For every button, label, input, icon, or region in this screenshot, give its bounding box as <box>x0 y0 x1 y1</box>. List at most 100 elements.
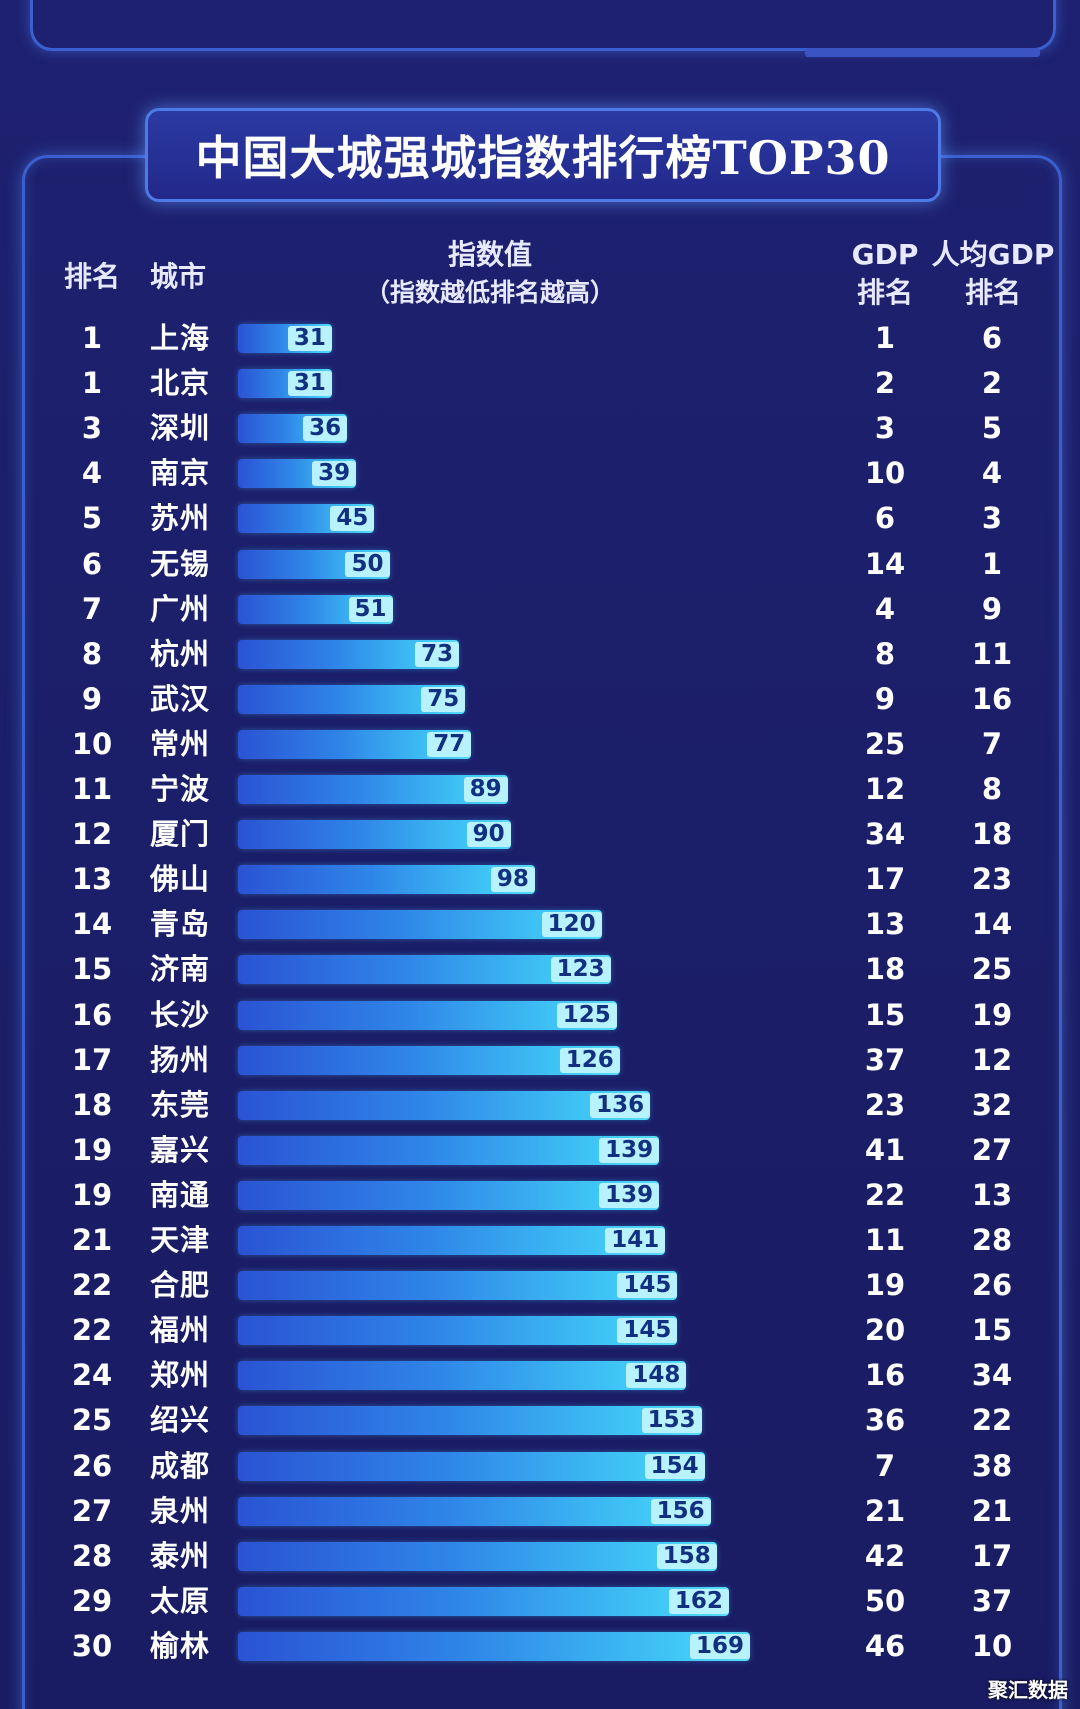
table-row: 29 太原 162 50 37 <box>0 1579 1080 1624</box>
index-bar: 120 <box>238 910 602 940</box>
table-row: 27 泉州 156 21 21 <box>0 1489 1080 1534</box>
per-capita-gdp-rank-cell: 6 <box>981 321 1003 355</box>
index-value-label: 169 <box>690 1633 751 1659</box>
index-bar: 98 <box>238 865 535 895</box>
index-bar: 89 <box>238 775 508 804</box>
index-bar: 148 <box>238 1361 687 1391</box>
title-banner: 中国大城强城指数排行榜TOP30 <box>145 108 941 202</box>
index-bar: 145 <box>238 1271 678 1301</box>
index-value-label: 139 <box>599 1137 660 1163</box>
index-value-label: 120 <box>541 912 602 938</box>
index-value-label: 36 <box>303 416 348 442</box>
rank-cell: 29 <box>71 1583 113 1618</box>
index-value-label: 123 <box>550 957 611 983</box>
index-value-label: 77 <box>427 731 472 757</box>
table-row: 5 苏州 45 6 3 <box>0 496 1080 541</box>
header-rank: 排名 <box>63 260 120 293</box>
per-capita-gdp-rank-cell: 13 <box>971 1177 1013 1212</box>
header-index-note: （指数越低排名越高） <box>364 278 615 307</box>
index-value-label: 89 <box>463 777 508 802</box>
index-value-label: 156 <box>650 1498 711 1524</box>
top-decorative-panel <box>30 0 1056 51</box>
per-capita-gdp-rank-cell: 23 <box>971 862 1013 897</box>
per-capita-gdp-rank-cell: 11 <box>971 636 1013 671</box>
city-cell: 广州 <box>150 591 211 626</box>
table-row: 11 宁波 89 12 8 <box>0 767 1080 812</box>
gdp-rank-cell: 46 <box>864 1628 906 1663</box>
gdp-rank-cell: 7 <box>874 1448 896 1483</box>
index-bar: 75 <box>238 684 466 714</box>
table-row: 8 杭州 73 8 11 <box>0 632 1080 677</box>
city-cell: 宁波 <box>150 772 211 806</box>
index-value-label: 31 <box>287 371 332 397</box>
per-capita-gdp-rank-cell: 1 <box>981 546 1003 581</box>
per-capita-gdp-rank-cell: 2 <box>981 366 1003 401</box>
table-row: 19 南通 139 22 13 <box>0 1173 1080 1218</box>
gdp-rank-cell: 4 <box>874 591 896 626</box>
index-bar: 136 <box>238 1090 651 1120</box>
table-row: 14 青岛 120 13 14 <box>0 902 1080 947</box>
city-cell: 武汉 <box>150 681 211 716</box>
gdp-rank-cell: 1 <box>874 321 896 355</box>
gdp-rank-cell: 25 <box>864 726 906 761</box>
rank-cell: 1 <box>81 366 103 401</box>
city-cell: 南京 <box>150 456 211 491</box>
table-row: 28 泰州 158 42 17 <box>0 1534 1080 1579</box>
index-value-label: 158 <box>656 1543 717 1569</box>
per-capita-gdp-rank-cell: 9 <box>981 591 1003 626</box>
gdp-rank-cell: 50 <box>864 1583 906 1618</box>
gdp-rank-cell: 9 <box>874 681 896 716</box>
index-value-label: 125 <box>556 1002 617 1028</box>
gdp-rank-cell: 17 <box>864 862 906 897</box>
index-bar: 39 <box>238 459 357 489</box>
per-capita-gdp-rank-cell: 12 <box>971 1042 1013 1077</box>
rank-cell: 30 <box>71 1628 113 1663</box>
rank-cell: 15 <box>71 952 113 987</box>
index-value-label: 154 <box>644 1453 705 1479</box>
index-value-label: 73 <box>415 641 460 667</box>
index-value-label: 153 <box>641 1408 702 1434</box>
gdp-rank-cell: 36 <box>864 1403 906 1438</box>
rank-cell: 17 <box>71 1042 113 1077</box>
index-bar: 126 <box>238 1045 620 1075</box>
index-bar: 145 <box>238 1316 678 1346</box>
per-capita-gdp-rank-cell: 18 <box>971 817 1013 852</box>
gdp-rank-cell: 37 <box>864 1042 906 1077</box>
index-bar: 162 <box>238 1586 729 1616</box>
table-row: 26 成都 154 7 38 <box>0 1444 1080 1489</box>
header-gdp: GDP <box>851 238 919 271</box>
per-capita-gdp-rank-cell: 21 <box>971 1493 1013 1528</box>
header-per-capita-gdp-rank: 排名 <box>964 276 1021 309</box>
watermark: 聚汇数据 <box>988 1678 1068 1702</box>
index-value-label: 90 <box>466 822 511 848</box>
per-capita-gdp-rank-cell: 5 <box>981 411 1003 446</box>
table-row: 1 北京 31 2 2 <box>0 361 1080 406</box>
index-value-label: 136 <box>590 1092 651 1118</box>
gdp-rank-cell: 23 <box>864 1087 906 1122</box>
city-cell: 苏州 <box>150 501 211 536</box>
rank-cell: 9 <box>81 681 103 716</box>
table-row: 1 上海 31 1 6 <box>0 316 1080 361</box>
city-cell: 南通 <box>150 1177 211 1212</box>
table-row: 4 南京 39 10 4 <box>0 451 1080 496</box>
table-row: 22 合肥 145 19 26 <box>0 1263 1080 1308</box>
per-capita-gdp-rank-cell: 8 <box>981 772 1003 806</box>
rank-cell: 6 <box>81 546 103 581</box>
gdp-rank-cell: 16 <box>864 1358 906 1393</box>
index-value-label: 39 <box>312 461 357 487</box>
rank-cell: 24 <box>71 1358 113 1393</box>
rank-cell: 28 <box>71 1538 113 1573</box>
per-capita-gdp-rank-cell: 32 <box>971 1087 1013 1122</box>
index-bar: 125 <box>238 1000 617 1030</box>
rank-cell: 3 <box>81 411 103 446</box>
table-row: 10 常州 77 25 7 <box>0 722 1080 767</box>
chart-title: 中国大城强城指数排行榜TOP30 <box>195 131 891 185</box>
index-value-label: 126 <box>559 1047 620 1073</box>
index-bar: 154 <box>238 1451 705 1481</box>
city-cell: 郑州 <box>150 1358 211 1393</box>
per-capita-gdp-rank-cell: 17 <box>971 1538 1013 1573</box>
city-cell: 长沙 <box>150 997 211 1032</box>
rank-cell: 1 <box>81 321 103 355</box>
header-gdp-rank: 排名 <box>856 276 913 309</box>
per-capita-gdp-rank-cell: 7 <box>981 726 1003 761</box>
